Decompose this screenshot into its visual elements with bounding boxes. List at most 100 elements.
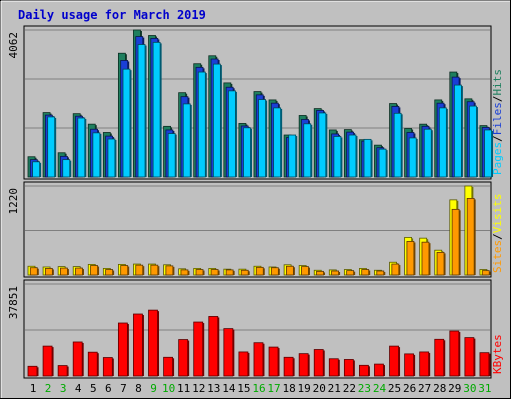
- bar-sites-day-17: [270, 267, 280, 276]
- bar-sites-day-19: [301, 266, 310, 276]
- bar-kbytes-day-15: [238, 351, 250, 377]
- bar-kbytes-day-6: [102, 357, 114, 377]
- x-tick-label-day-3: 3: [60, 382, 67, 395]
- bar-sites-day-29: [451, 208, 461, 276]
- chart-title: Daily usage for March 2019: [18, 8, 206, 22]
- bar-sites-day-2: [44, 268, 54, 276]
- x-tick-label-day-31: 31: [478, 382, 491, 395]
- bar-kbytes-day-20: [313, 349, 325, 377]
- bar-pages-day-20: [318, 112, 328, 178]
- bar-sites-day-7: [120, 265, 130, 276]
- bar-kbytes-day-7: [117, 322, 129, 377]
- bar-sites-day-14: [225, 269, 235, 276]
- bar-pages-day-11: [182, 103, 192, 178]
- x-tick-label-day-22: 22: [343, 382, 356, 395]
- panel-visits-sites-series-label: Sites/Visits: [491, 194, 504, 274]
- x-tick-label-day-30: 30: [463, 382, 476, 395]
- bar-pages-day-22: [348, 134, 358, 178]
- bar-pages-day-4: [77, 117, 87, 178]
- bar-sites-day-15: [240, 269, 250, 276]
- bar-sites-day-13: [210, 269, 220, 276]
- bar-pages-day-5: [92, 132, 102, 178]
- bar-pages-day-15: [243, 127, 253, 178]
- panel-visits-sites-ymax-label: 1220: [7, 188, 20, 215]
- bar-pages-day-1: [32, 161, 42, 178]
- bar-pages-day-19: [303, 123, 313, 178]
- bar-sites-day-28: [436, 251, 446, 276]
- bar-kbytes-day-29: [449, 330, 461, 377]
- bar-kbytes-day-16: [253, 342, 265, 377]
- bar-kbytes-day-27: [419, 351, 431, 377]
- x-tick-label-day-26: 26: [403, 382, 416, 395]
- bar-pages-day-10: [167, 133, 177, 178]
- bar-sites-day-9: [150, 264, 160, 276]
- x-tick-label-day-13: 13: [207, 382, 220, 395]
- x-tick-label-day-10: 10: [162, 382, 175, 395]
- x-tick-label-day-24: 24: [373, 382, 387, 395]
- bar-sites-day-10: [165, 265, 175, 276]
- x-tick-label-day-21: 21: [328, 382, 341, 395]
- bar-kbytes-day-12: [193, 321, 205, 377]
- bar-kbytes-day-5: [87, 351, 99, 377]
- bar-pages-day-29: [454, 84, 463, 178]
- x-tick-label-day-8: 8: [135, 382, 142, 395]
- bar-pages-day-28: [438, 107, 448, 178]
- bar-kbytes-day-30: [464, 337, 476, 377]
- bar-pages-day-14: [228, 90, 237, 178]
- bar-kbytes-day-22: [343, 359, 355, 377]
- bar-kbytes-day-23: [359, 364, 370, 377]
- bar-pages-day-24: [378, 148, 388, 178]
- bar-kbytes-day-25: [389, 345, 401, 377]
- bar-sites-day-20: [316, 270, 326, 276]
- panel-kbytes-ymax-label: 37851: [7, 286, 20, 319]
- x-tick-label-day-27: 27: [418, 382, 431, 395]
- bar-sites-day-11: [180, 269, 190, 276]
- bar-pages-day-6: [107, 138, 117, 178]
- bar-kbytes-day-17: [268, 346, 280, 377]
- x-tick-label-day-19: 19: [298, 382, 311, 395]
- bar-sites-day-5: [90, 265, 100, 276]
- bar-pages-day-25: [393, 112, 403, 178]
- bar-kbytes-day-4: [72, 341, 84, 377]
- x-tick-label-day-9: 9: [150, 382, 157, 395]
- panel-kbytes-series-label: KBytes: [491, 334, 504, 374]
- bar-sites-day-8: [135, 264, 145, 276]
- bar-kbytes-day-19: [298, 353, 310, 377]
- x-tick-label-day-23: 23: [358, 382, 371, 395]
- bar-kbytes-day-10: [163, 356, 175, 377]
- bar-pages-day-31: [484, 129, 494, 178]
- bar-sites-day-23: [361, 269, 371, 276]
- x-tick-label-day-15: 15: [237, 382, 250, 395]
- bar-sites-day-21: [331, 270, 341, 276]
- bar-pages-day-17: [273, 107, 283, 178]
- x-tick-label-day-25: 25: [388, 382, 401, 395]
- bar-pages-day-2: [47, 116, 57, 178]
- bar-pages-day-30: [469, 105, 478, 178]
- bar-sites-day-6: [105, 269, 115, 276]
- bar-kbytes-day-8: [133, 313, 144, 377]
- x-tick-label-day-14: 14: [222, 382, 236, 395]
- bar-kbytes-day-31: [479, 352, 491, 377]
- bar-sites-day-27: [421, 241, 431, 276]
- x-tick-label-day-29: 29: [448, 382, 461, 395]
- bar-sites-day-4: [75, 267, 84, 276]
- bar-pages-day-23: [363, 138, 373, 178]
- bar-kbytes-day-9: [148, 309, 160, 377]
- x-tick-label-day-20: 20: [313, 382, 326, 395]
- x-tick-label-day-16: 16: [252, 382, 265, 395]
- bar-pages-day-9: [152, 41, 162, 178]
- bar-sites-day-16: [255, 266, 265, 276]
- bar-kbytes-day-2: [42, 345, 54, 377]
- bar-pages-day-27: [423, 128, 433, 178]
- bar-kbytes-day-26: [404, 353, 416, 377]
- bar-kbytes-day-28: [434, 338, 446, 377]
- labels-layer: 4062Pages/Files/Hits1220Sites/Visits3785…: [7, 32, 504, 395]
- x-tick-label-day-1: 1: [30, 382, 37, 395]
- bar-sites-day-24: [376, 270, 386, 276]
- bar-kbytes-day-18: [283, 356, 295, 377]
- bar-pages-day-3: [62, 159, 72, 178]
- x-tick-label-day-2: 2: [45, 382, 52, 395]
- x-tick-label-day-28: 28: [433, 382, 446, 395]
- bar-sites-day-3: [60, 267, 69, 276]
